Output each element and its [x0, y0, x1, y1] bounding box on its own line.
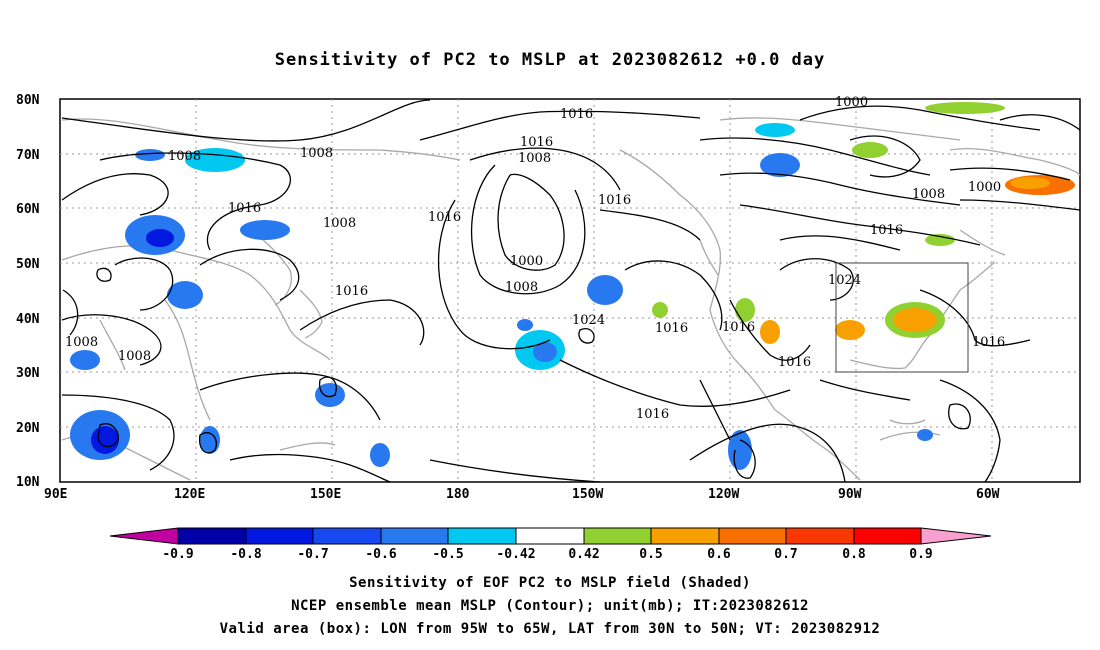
contour-label: 1016 [655, 321, 688, 336]
contour-label: 1008 [65, 335, 98, 350]
lat-label: 80N [16, 93, 40, 108]
lon-label: 120W [708, 487, 739, 502]
colorbar-swatch [785, 527, 855, 545]
lon-label: 150E [310, 487, 341, 502]
isobars [61, 99, 1081, 483]
lon-label: 90E [44, 487, 67, 502]
lat-label: 20N [16, 421, 40, 436]
contour-label: 1016 [560, 107, 593, 122]
contour-label: 1008 [912, 187, 945, 202]
contour-label: 1016 [520, 135, 553, 150]
colorbar-swatch [177, 527, 247, 545]
colorbar-label: -0.5 [432, 547, 463, 562]
colorbar-label: 0.6 [707, 547, 731, 562]
contour-label: 1008 [323, 216, 356, 231]
colorbar-low-arrow [109, 527, 179, 545]
lon-label: 60W [976, 487, 1000, 502]
lon-label: 150W [572, 487, 603, 502]
latitude-axis: 80N 70N 60N 50N 40N 30N 20N 10N [16, 93, 40, 490]
colorbar-swatch [853, 527, 922, 545]
colorbar-label: -0.8 [230, 547, 261, 562]
contour-label: 1000 [835, 95, 868, 110]
lon-label: 180 [446, 487, 470, 502]
colorbar-label: 0.42 [568, 547, 599, 562]
contour-label: 1008 [300, 146, 333, 161]
caption-contour: NCEP ensemble mean MSLP (Contour); unit(… [291, 598, 809, 614]
contour-label: 1016 [228, 201, 261, 216]
colorbar-labels: -0.9 -0.8 -0.7 -0.6 -0.5 -0.42 0.42 0.5 … [162, 547, 932, 562]
colorbar-swatch [650, 527, 720, 545]
colorbar-label: 0.8 [842, 547, 866, 562]
colorbar-swatch [447, 527, 517, 545]
contour-label: 1016 [428, 210, 461, 225]
contour-label: 1000 [510, 254, 543, 269]
colorbar-label: 0.9 [909, 547, 932, 562]
colorbar-swatch [312, 527, 382, 545]
longitude-axis: 90E 120E 150E 180 150W 120W 90W 60W [44, 487, 1000, 502]
contour-label: 1016 [972, 335, 1005, 350]
caption-valid-area: Valid area (box): LON from 95W to 65W, L… [219, 621, 881, 637]
caption-shaded: Sensitivity of EOF PC2 to MSLP field (Sh… [349, 575, 751, 591]
colorbar-label: -0.42 [496, 547, 535, 562]
contour-label: 1008 [505, 280, 538, 295]
contour-label: 1016 [598, 193, 631, 208]
colorbar-label: -0.7 [297, 547, 328, 562]
contour-label: 1008 [168, 149, 201, 164]
lat-label: 70N [16, 148, 40, 163]
contour-label: 1024 [572, 313, 605, 328]
contour-label: 1016 [636, 407, 669, 422]
contour-label: 1000 [968, 180, 1001, 195]
contour-label: 1008 [118, 349, 151, 364]
colorbar [109, 527, 992, 545]
contour-label: 1016 [335, 284, 368, 299]
lon-label: 120E [174, 487, 205, 502]
colorbar-label: -0.9 [162, 547, 193, 562]
colorbar-label: 0.7 [774, 547, 797, 562]
lat-label: 50N [16, 257, 40, 272]
coastlines [61, 117, 1081, 481]
contour-label: 1016 [778, 355, 811, 370]
valid-area-box [835, 262, 969, 373]
colorbar-swatch [380, 527, 449, 545]
colorbar-swatch [245, 527, 314, 545]
contour-label: 1024 [828, 273, 861, 288]
lat-label: 40N [16, 312, 40, 327]
colorbar-high-arrow [920, 527, 992, 545]
contour-label: 1008 [518, 151, 551, 166]
lat-label: 60N [16, 202, 40, 217]
contour-labels: 1016 1016 1008 1008 1008 1016 1008 1016 … [65, 95, 1005, 422]
colorbar-swatch [583, 527, 652, 545]
contour-label: 1016 [722, 320, 755, 335]
lon-label: 90W [838, 487, 862, 502]
lat-label: 10N [16, 475, 40, 490]
colorbar-label: -0.6 [365, 547, 396, 562]
lat-label: 30N [16, 366, 40, 381]
colorbar-swatch [718, 527, 787, 545]
map-title: Sensitivity of PC2 to MSLP at 2023082612… [274, 50, 826, 70]
colorbar-label: 0.5 [639, 547, 662, 562]
colorbar-swatch [515, 527, 585, 545]
contour-label: 1016 [870, 223, 903, 238]
